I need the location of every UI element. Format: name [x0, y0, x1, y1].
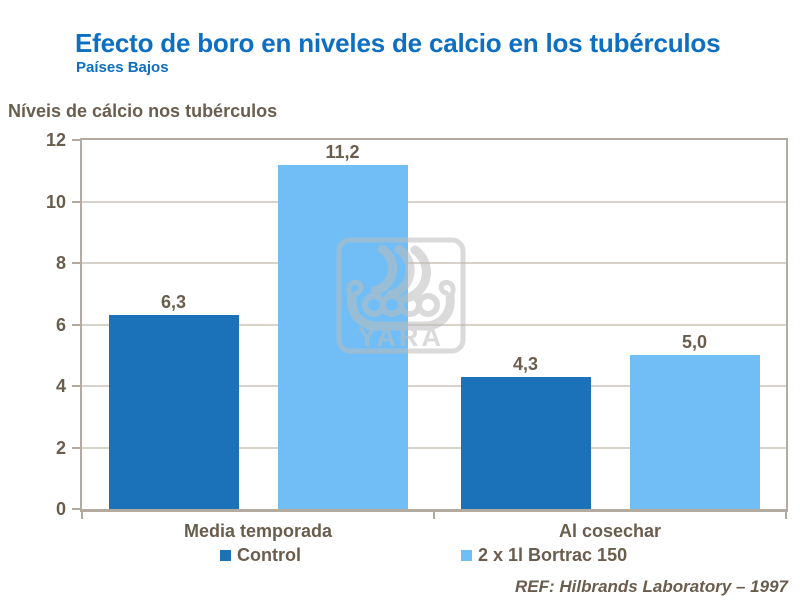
legend-item-control: Control — [220, 544, 301, 566]
ship-stern — [438, 279, 456, 300]
legend-swatch-bortrac — [461, 549, 472, 561]
gridline-4 — [82, 385, 786, 387]
y-tick-label-10: 10 — [45, 191, 66, 212]
y-tick-label-6: 6 — [55, 314, 66, 335]
y-tick-label-8: 8 — [55, 253, 66, 273]
watermark-wordmark: YARA — [358, 322, 444, 352]
chart-subtitle: Países Bajos — [76, 59, 169, 76]
y-tick-2 — [72, 446, 82, 449]
bar-control-1 — [460, 376, 591, 509]
legend-label-bortrac: 2 x 1l Bortrac 150 — [478, 545, 628, 565]
bar-value-label-0-0: 6,3 — [160, 292, 187, 313]
y-tick-10 — [72, 200, 82, 203]
y-tick-4 — [72, 385, 82, 387]
bar-value-label-1-1: 5,0 — [681, 332, 708, 353]
y-tick-6 — [72, 323, 82, 326]
ship-hull — [347, 292, 455, 331]
legend-swatch-control — [220, 549, 231, 561]
ship-shields — [362, 293, 440, 317]
y-tick-label-2: 2 — [55, 437, 66, 458]
category-label-0: Media temporada — [183, 521, 333, 541]
gridline-2 — [82, 446, 786, 449]
y-tick-label-0: 0 — [55, 499, 66, 519]
x-tick-2 — [785, 512, 787, 519]
chart-title: Efecto de boro en niveles de calcio en l… — [75, 28, 721, 58]
y-tick-0 — [72, 508, 82, 510]
gridline-8 — [82, 262, 786, 264]
ship-prow — [346, 279, 364, 300]
viking-ship-icon — [370, 244, 431, 303]
bar-value-label-1-0: 4,3 — [512, 353, 539, 374]
y-tick-label-12: 12 — [45, 130, 66, 150]
gridline-10 — [82, 200, 786, 203]
yara-logo-watermark: YARA — [336, 237, 466, 354]
y-axis-title: Níveis de cálcio nos tubérculos — [8, 101, 278, 121]
watermark-frame — [336, 237, 466, 354]
legend-item-bortrac: 2 x 1l Bortrac 150 — [461, 544, 627, 566]
y-tick-8 — [72, 262, 82, 264]
y-tick-12 — [72, 139, 82, 141]
x-tick-0 — [81, 512, 83, 519]
y-tick-label-4: 4 — [55, 376, 66, 396]
bar-control-0 — [108, 315, 239, 509]
bar-value-label-0-1: 11,2 — [325, 141, 360, 162]
legend-label-control: Control — [237, 545, 301, 565]
category-label-1: Al cosechar — [558, 521, 662, 541]
bar-2-x-1l-bortrac-150-0 — [277, 164, 408, 509]
reference-note: REF: Hilbrands Laboratory – 1997 — [514, 577, 788, 596]
x-tick-1 — [433, 512, 435, 519]
bar-2-x-1l-bortrac-150-1 — [629, 355, 760, 509]
